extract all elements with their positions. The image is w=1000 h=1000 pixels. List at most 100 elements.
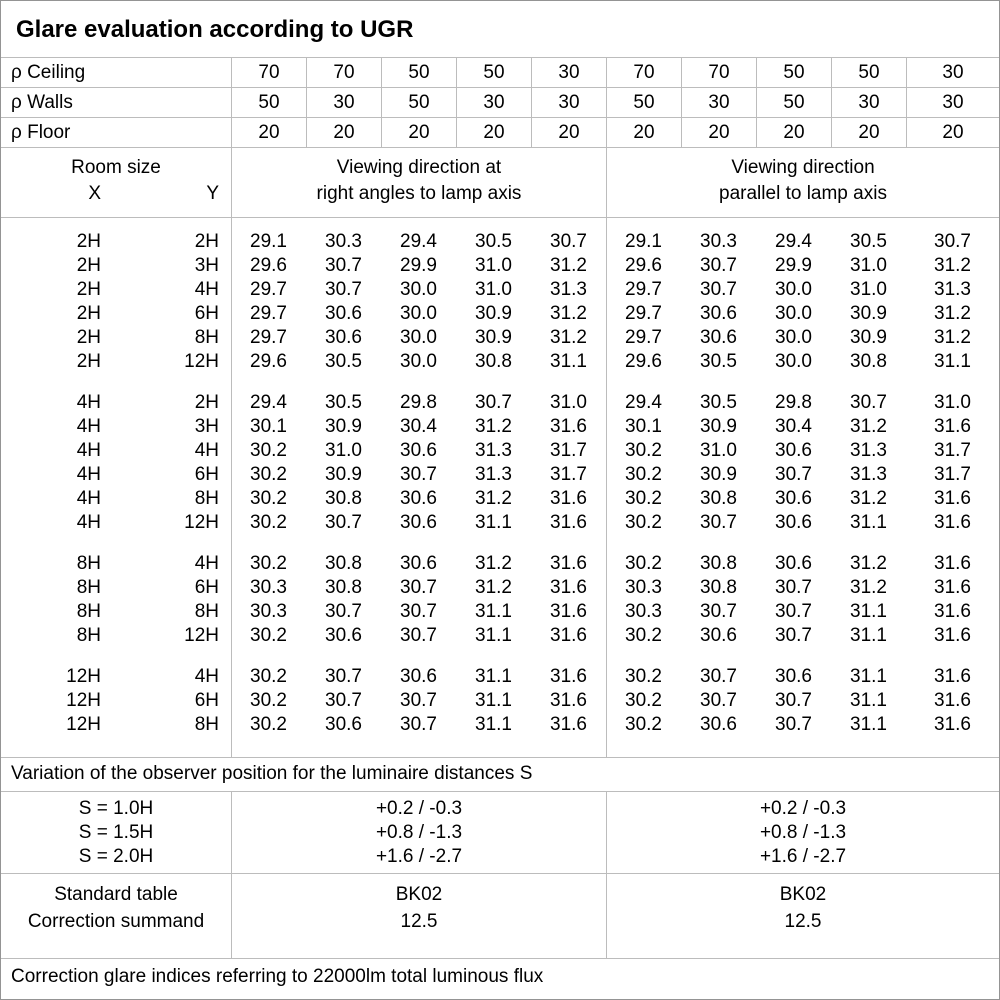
viewing-direction-left-line1: Viewing direction at: [336, 157, 502, 178]
room-y: 8H: [194, 714, 219, 735]
ugr-value: 31.6: [934, 577, 971, 598]
ugr-value: 30.9: [850, 303, 887, 324]
reflectance-value: 50: [381, 88, 456, 117]
ugr-value: 31.0: [550, 392, 587, 413]
room-y: 2H: [194, 392, 219, 413]
ugr-value: 30.7: [775, 577, 812, 598]
reflectance-value: 50: [231, 88, 306, 117]
ugr-value: 29.6: [625, 351, 662, 372]
ugr-value: 29.1: [250, 231, 287, 252]
ugr-value: 30.7: [400, 601, 437, 622]
ugr-value: 30.8: [325, 577, 362, 598]
table-row: 12H 6H 30.2 30.7 30.7 31.1 31.6 30.2 30.7 30.7 31.…: [1, 689, 999, 713]
ugr-value: 30.0: [775, 303, 812, 324]
reflectance-value: 30: [906, 58, 999, 87]
ugr-value: 29.6: [250, 351, 287, 372]
room-y: 8H: [194, 327, 219, 348]
ugr-value: 30.5: [325, 392, 362, 413]
ugr-value: 31.3: [550, 279, 587, 300]
ugr-value: 31.7: [550, 440, 587, 461]
ugr-value: 31.1: [850, 690, 887, 711]
ugr-value: 30.7: [325, 601, 362, 622]
table-row: 2H 4H 29.7 30.7 30.0 31.0 31.3 29.7 30.7 30.0 31.0…: [1, 278, 999, 302]
ugr-value: 31.6: [934, 690, 971, 711]
ugr-value: 31.1: [475, 625, 512, 646]
ugr-value: 29.7: [250, 279, 287, 300]
ugr-value: 30.6: [400, 666, 437, 687]
ugr-value: 30.7: [475, 392, 512, 413]
table-row: 4H 2H 29.4 30.5 29.8 30.7 31.0 29.4 30.5 29.8 30.7…: [1, 391, 999, 415]
ugr-value: 30.7: [400, 464, 437, 485]
ugr-value: 30.3: [625, 601, 662, 622]
ugr-value: 30.2: [625, 714, 662, 735]
room-y: 6H: [194, 464, 219, 485]
ugr-value: 30.2: [625, 464, 662, 485]
ugr-value: 31.0: [934, 392, 971, 413]
group-divider: [606, 218, 607, 757]
ugr-value: 30.6: [400, 440, 437, 461]
column-divider: [231, 218, 232, 757]
s-distance-label: S = 1.0H: [78, 798, 154, 819]
ugr-value: 30.0: [775, 351, 812, 372]
ugr-value: 31.2: [475, 553, 512, 574]
viewing-direction-left-line2: right angles to lamp axis: [316, 183, 522, 204]
ugr-value: 30.2: [250, 690, 287, 711]
ugr-value: 30.2: [625, 625, 662, 646]
ugr-value: 30.5: [325, 351, 362, 372]
x-header: X: [88, 183, 101, 204]
table-row: 8H 8H 30.3 30.7 30.7 31.1 31.6 30.3 30.7 30.7 31.1…: [1, 600, 999, 624]
ugr-value: 29.9: [775, 255, 812, 276]
reflectance-value: 70: [306, 58, 381, 87]
ugr-value: 30.0: [400, 351, 437, 372]
ugr-value: 30.5: [700, 351, 737, 372]
reflectance-label: ρ Walls: [11, 91, 73, 113]
ugr-value: 31.2: [934, 303, 971, 324]
table-row: 2H 2H 29.1 30.3 29.4 30.5 30.7 29.1 30.3 29.4 30.5…: [1, 230, 999, 254]
s-distance-label: S = 2.0H: [78, 846, 154, 867]
room-x: 2H: [76, 327, 101, 348]
reflectance-value: 50: [606, 88, 681, 117]
s-correction-value: +0.8 / -1.3: [375, 822, 463, 843]
ugr-value: 30.7: [850, 392, 887, 413]
room-x: 8H: [76, 553, 101, 574]
room-y: 2H: [194, 231, 219, 252]
ugr-value: 30.9: [850, 327, 887, 348]
ugr-value: 31.2: [475, 577, 512, 598]
ugr-value: 30.7: [775, 714, 812, 735]
table-row: 8H 12H 30.2 30.6 30.7 31.1 31.6 30.2 30.6 30.7 31.…: [1, 624, 999, 648]
ugr-value: 30.6: [700, 303, 737, 324]
ugr-value: 31.6: [934, 714, 971, 735]
ugr-value: 30.8: [850, 351, 887, 372]
ugr-value: 31.6: [550, 488, 587, 509]
ugr-value: 31.0: [850, 255, 887, 276]
s-correction-value: +0.2 / -0.3: [375, 798, 463, 819]
ugr-value: 30.2: [250, 553, 287, 574]
page-title: Glare evaluation according to UGR: [1, 1, 999, 58]
s-correction-value: +0.8 / -1.3: [759, 822, 847, 843]
ugr-value: 31.6: [934, 512, 971, 533]
ugr-value: 31.1: [850, 601, 887, 622]
ugr-value: 30.3: [250, 601, 287, 622]
room-x: 2H: [76, 303, 101, 324]
ugr-value: 31.1: [850, 625, 887, 646]
reflectance-value: 50: [456, 58, 531, 87]
room-x: 4H: [76, 392, 101, 413]
summary-section: Standard table Correction summand BK02 12.…: [1, 874, 999, 959]
ugr-value: 30.6: [775, 440, 812, 461]
ugr-value: 30.0: [775, 327, 812, 348]
group-gap: [1, 374, 999, 391]
table-row: 4H 6H 30.2 30.9 30.7 31.3 31.7 30.2 30.9 30.7 31.3…: [1, 463, 999, 487]
ugr-value: 30.6: [325, 303, 362, 324]
reflectance-value: 30: [306, 88, 381, 117]
ugr-value: 31.2: [850, 488, 887, 509]
room-x: 2H: [76, 279, 101, 300]
ugr-value: 30.7: [400, 577, 437, 598]
ugr-value: 30.2: [250, 625, 287, 646]
ugr-value: 30.7: [325, 512, 362, 533]
ugr-value: 31.1: [850, 666, 887, 687]
ugr-value: 30.7: [775, 464, 812, 485]
summary-label: Standard table: [54, 884, 178, 905]
ugr-value: 30.2: [250, 488, 287, 509]
ugr-value: 30.4: [775, 416, 812, 437]
ugr-value: 31.2: [550, 255, 587, 276]
